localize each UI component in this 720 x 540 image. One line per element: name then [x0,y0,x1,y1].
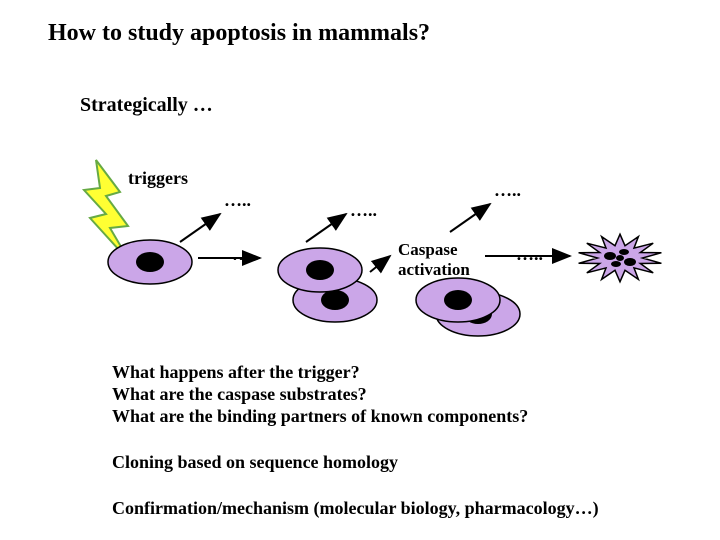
arrow-5 [450,204,490,232]
ellipsis-1: ….. [350,200,377,220]
cell-2a [278,248,362,292]
ellipsis-4: ….. [516,244,543,264]
fragmented-cell [579,234,662,282]
ellipsis-3: ….. [232,244,259,264]
arrow-1 [370,256,390,272]
arrow-3 [180,214,220,242]
cell-1 [108,240,192,284]
cell-3a [416,278,500,322]
ellipsis-2: ….. [494,180,521,200]
arrow-4 [306,214,346,242]
apoptosis-diagram: ….. ….. ….. ….. ….. [0,0,720,540]
ellipsis-0: ….. [224,190,251,210]
